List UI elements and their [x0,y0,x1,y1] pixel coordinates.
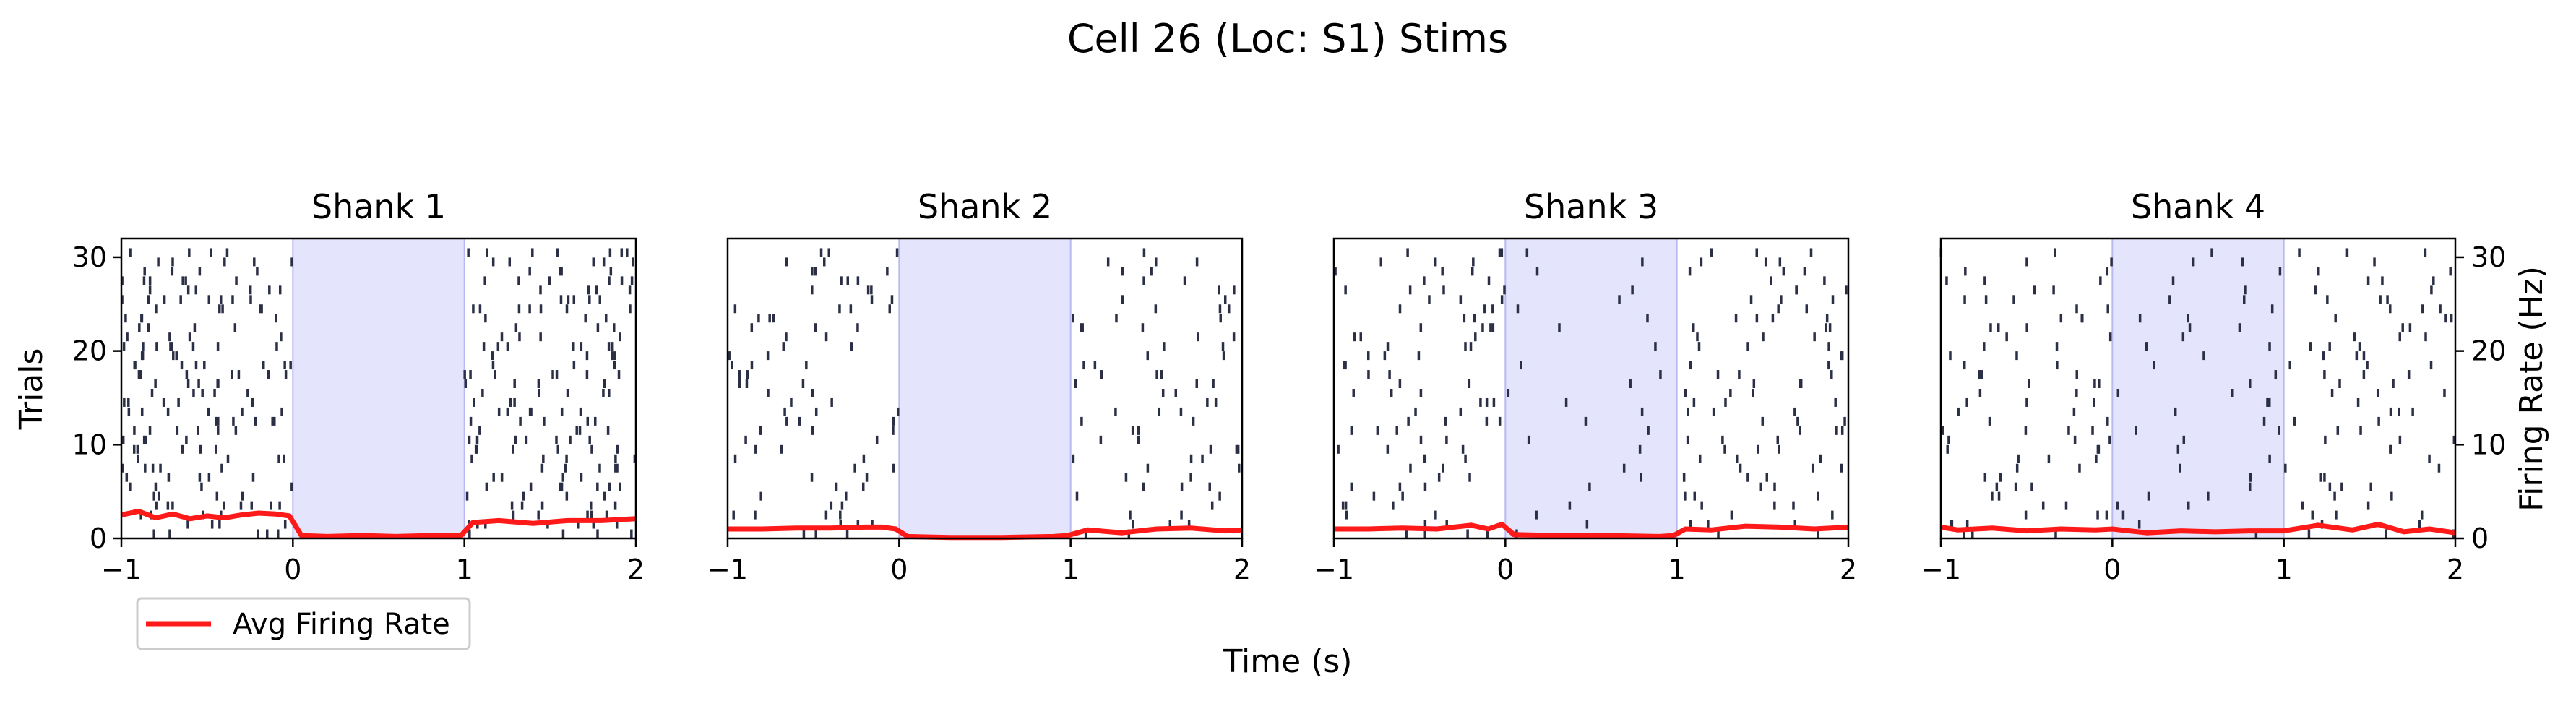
firing-rate-axis-label: Firing Rate (Hz) [2513,266,2550,512]
avg-firing-rate-line [121,508,637,539]
x-tick-label: 2 [627,554,645,585]
avg-firing-rate-line [1334,522,1849,539]
x-tick-label: 2 [1840,554,1857,585]
x-axis-label: Time (s) [1223,643,1353,680]
x-tick-label: 0 [890,554,908,585]
trial-tick-label: 20 [72,335,107,367]
x-tick-label: 2 [2447,554,2464,585]
x-tick-label: 0 [284,554,301,585]
x-tick-label: −1 [707,554,748,585]
x-tick-label: −1 [1921,554,1961,585]
x-tick-label: 1 [2275,554,2293,585]
stim-window [1504,238,1678,539]
axes-frame [1332,237,1850,540]
figure-title: Cell 26 (Loc: S1) Stims [1067,16,1508,61]
spike-raster [728,248,1241,538]
stim-window [2111,238,2285,539]
spike-raster [1334,248,1848,538]
trials-axis-label: Trials [13,348,50,431]
rate-tick-label: 10 [2471,429,2506,460]
trial-tick-label: 0 [90,522,107,554]
x-tick-label: 1 [1668,554,1686,585]
panel-2: Shank 2 −1 0 1 2 [707,187,1251,585]
avg-firing-rate-line [1940,522,2456,536]
spike-raster [1939,248,2456,538]
x-tick-label: 0 [2103,554,2121,585]
stim-window [292,238,465,539]
stim-window [898,238,1072,539]
x-tick-label: −1 [1314,554,1354,585]
x-tick-label: 1 [1062,554,1080,585]
trial-tick-label: 30 [72,241,107,273]
rate-tick-label: 30 [2471,241,2506,273]
legend-label: Avg Firing Rate [233,608,450,641]
avg-firing-rate-line [728,524,1243,541]
x-tick-label: 0 [1496,554,1514,585]
x-tick-label: 1 [456,554,473,585]
legend-box [136,597,471,650]
axes-frame [1939,237,2457,540]
axes-frame [120,237,637,540]
panel-title: Shank 1 [311,187,446,226]
axes-frame [726,237,1244,540]
x-tick-label: 2 [1233,554,1251,585]
panel-title: Shank 2 [918,187,1052,226]
legend: Avg Firing Rate [136,597,471,650]
trial-tick-label: 10 [72,429,107,460]
panel-title: Shank 4 [2131,187,2265,226]
panel-3: Shank 3 −1 0 1 2 [1314,187,1857,585]
panel-title: Shank 3 [1524,187,1658,226]
rate-tick-label: 20 [2471,335,2506,367]
rate-tick-label: 0 [2471,522,2489,554]
x-tick-label: −1 [101,554,142,585]
